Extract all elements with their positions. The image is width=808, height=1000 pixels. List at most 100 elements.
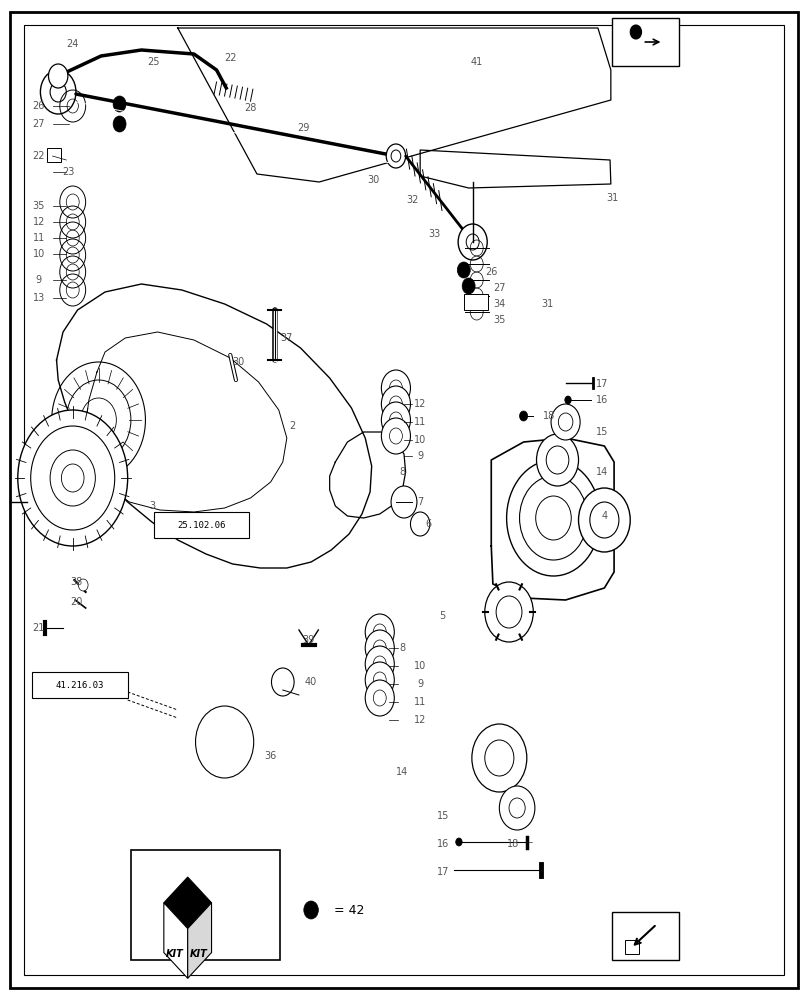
Text: 27: 27 [32,119,45,129]
Circle shape [485,582,533,642]
Text: 37: 37 [280,333,293,343]
Text: 30: 30 [367,175,380,185]
Text: 25: 25 [147,57,160,67]
Text: KIT: KIT [166,949,184,959]
Circle shape [520,411,528,421]
Circle shape [113,96,126,112]
Circle shape [304,901,318,919]
Text: 23: 23 [62,167,75,177]
Circle shape [40,70,76,114]
Text: 8: 8 [399,643,406,653]
Text: KIT: KIT [190,949,208,959]
Circle shape [381,386,410,422]
Circle shape [630,25,642,39]
Polygon shape [178,28,611,182]
Text: 16: 16 [436,839,449,849]
Circle shape [18,410,128,546]
Circle shape [509,798,525,818]
Text: 14: 14 [396,767,409,777]
Bar [625,940,639,954]
Circle shape [590,502,619,538]
Text: 12: 12 [414,399,427,409]
Text: 10: 10 [414,661,427,671]
Text: 15: 15 [595,427,608,437]
Text: 12: 12 [414,715,427,725]
Text: 31: 31 [541,299,554,309]
Circle shape [546,446,569,474]
Text: 36: 36 [264,751,277,761]
Circle shape [204,722,246,774]
Circle shape [365,680,394,716]
Text: 41: 41 [470,57,483,67]
Text: 41.216.03: 41.216.03 [56,680,104,690]
Polygon shape [164,903,187,978]
Circle shape [391,150,401,162]
Text: 10: 10 [414,435,427,445]
Circle shape [472,724,527,792]
Text: 27: 27 [493,283,506,293]
Text: = 42: = 42 [334,904,364,916]
Polygon shape [420,150,611,188]
Text: 22: 22 [224,53,237,63]
Text: 22: 22 [32,151,45,161]
Text: 26: 26 [32,101,45,111]
Bar [154,512,249,538]
Text: 40: 40 [305,677,318,687]
Circle shape [537,434,579,486]
Text: 5: 5 [440,611,446,621]
Bar [612,18,679,66]
Circle shape [215,736,234,760]
Polygon shape [57,284,372,568]
Text: 6: 6 [425,519,431,529]
Bar [32,672,128,698]
Circle shape [271,668,294,696]
Text: 15: 15 [436,811,449,821]
Circle shape [365,630,394,666]
Text: 11: 11 [414,697,427,707]
Text: 18: 18 [543,411,556,421]
Text: 14: 14 [595,467,608,477]
Text: 7: 7 [417,497,423,507]
Circle shape [536,496,571,540]
Text: 20: 20 [70,597,83,607]
Circle shape [551,404,580,440]
Circle shape [381,370,410,406]
Bar [612,912,679,960]
Text: 24: 24 [66,39,79,49]
Text: 3: 3 [149,501,155,511]
Text: 33: 33 [428,229,441,239]
Text: 13: 13 [32,293,45,303]
Circle shape [78,579,88,591]
Circle shape [507,460,600,576]
Circle shape [457,262,470,278]
Bar [464,294,488,310]
Circle shape [565,396,571,404]
Polygon shape [491,438,614,600]
Circle shape [196,706,254,778]
Circle shape [31,426,115,530]
Text: 21: 21 [32,623,45,633]
Polygon shape [164,877,212,929]
Text: 17: 17 [595,379,608,389]
Text: 11: 11 [414,417,427,427]
Circle shape [386,144,406,168]
Circle shape [365,614,394,650]
Text: 9: 9 [417,451,423,461]
Text: 8: 8 [399,467,406,477]
Text: 34: 34 [493,299,506,309]
Circle shape [458,224,487,260]
Text: 28: 28 [244,103,257,113]
Text: 11: 11 [32,233,45,243]
Circle shape [558,413,573,431]
Circle shape [381,418,410,454]
Circle shape [466,234,479,250]
Text: 9: 9 [36,275,42,285]
Text: 26: 26 [485,267,498,277]
Bar [47,148,61,162]
Text: 32: 32 [406,195,419,205]
Text: 9: 9 [417,679,423,689]
Text: 18: 18 [507,839,520,849]
Circle shape [485,740,514,776]
Text: 2: 2 [289,421,296,431]
Circle shape [462,278,475,294]
